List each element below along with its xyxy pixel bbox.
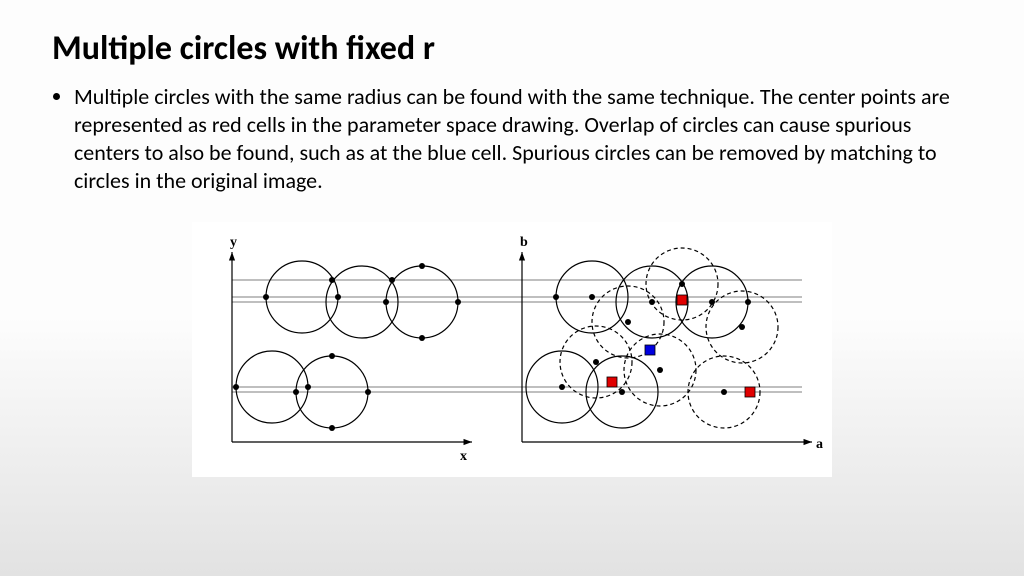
svg-text:y: y <box>230 235 237 250</box>
hough-diagram: x y a b <box>192 222 832 477</box>
figure-container: x y a b <box>52 222 972 477</box>
slide-title: Multiple circles with fixed r <box>52 28 972 69</box>
bullet-text: Multiple circles with the same radius ca… <box>74 83 972 196</box>
slide-body: Multiple circles with the same radius ca… <box>52 83 972 196</box>
svg-text:a: a <box>816 437 823 452</box>
svg-text:b: b <box>520 235 528 250</box>
svg-text:x: x <box>460 449 467 464</box>
